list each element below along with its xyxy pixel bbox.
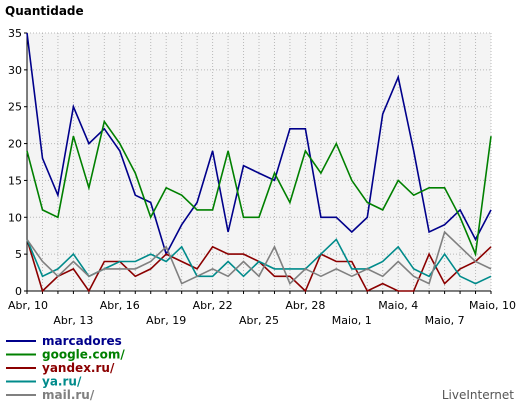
x-tick-label: Abr, 25	[239, 314, 279, 327]
watermark: LiveInternet	[442, 388, 514, 402]
series-line-marcadores	[26, 32, 492, 257]
x-tick-label: Abr, 10	[8, 299, 48, 312]
x-tick-label: Maio, 1	[332, 314, 372, 327]
y-tick-label: 15	[8, 174, 22, 187]
x-tick-label: Abr, 13	[53, 314, 93, 327]
series-line-google-com	[26, 119, 492, 258]
legend-label: yandex.ru/	[42, 361, 115, 375]
y-tick-label: 0	[15, 285, 22, 298]
x-tick-label: Maio, 10	[469, 299, 516, 312]
legend-label: mail.ru/	[42, 388, 95, 402]
chart-title: Quantidade	[5, 4, 84, 18]
legend: marcadoresgoogle.com/yandex.ru/ya.ru/mai…	[6, 334, 125, 402]
legend-label: google.com/	[42, 348, 125, 362]
series-line-mail-ru	[26, 230, 492, 285]
y-tick-label: 5	[15, 248, 22, 261]
y-tick-label: 20	[8, 138, 22, 151]
x-tick-label: Abr, 22	[193, 299, 233, 312]
y-tick-label: 25	[8, 101, 22, 114]
x-tick-label: Abr, 28	[285, 299, 325, 312]
x-tick-label: Maio, 4	[378, 299, 418, 312]
legend-label: marcadores	[42, 334, 122, 348]
y-tick-label: 10	[8, 211, 22, 224]
x-tick-label: Maio, 7	[425, 314, 465, 327]
x-tick-label: Abr, 16	[100, 299, 140, 312]
y-tick-label: 35	[8, 27, 22, 40]
y-tick-label: 30	[8, 64, 22, 77]
legend-label: ya.ru/	[42, 375, 82, 389]
x-tick-label: Abr, 19	[146, 314, 186, 327]
